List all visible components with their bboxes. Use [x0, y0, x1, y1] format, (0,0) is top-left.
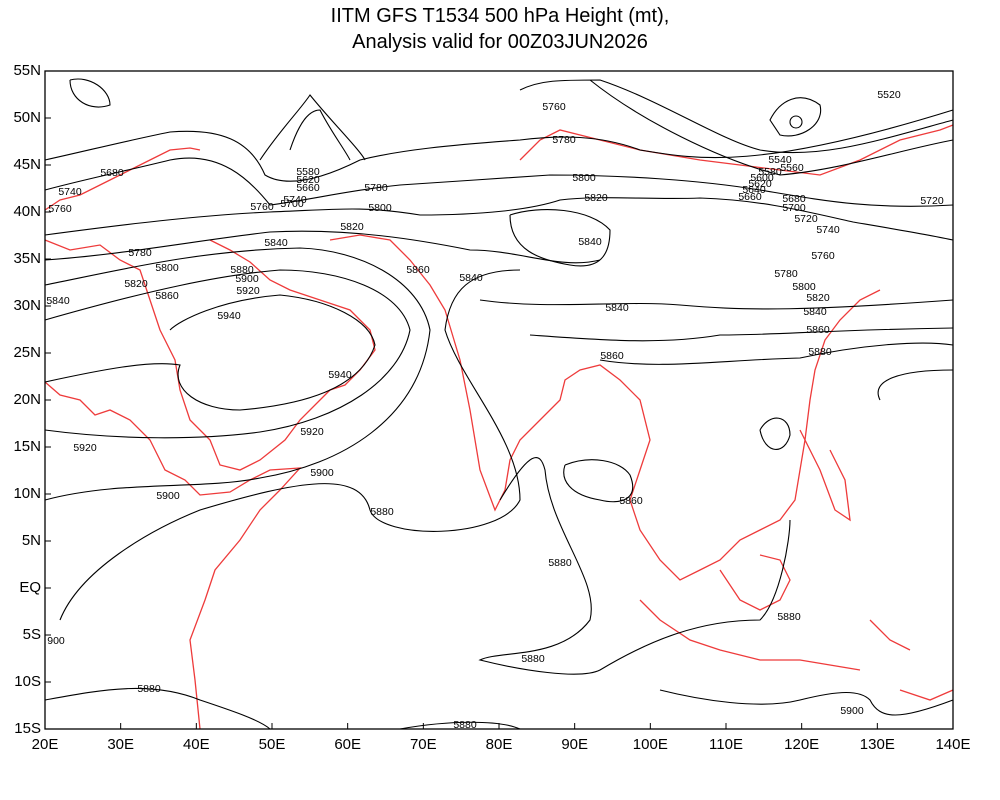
contour-label: 5660	[296, 182, 320, 194]
contour-label: 5900	[156, 490, 180, 502]
y-tick-label: 25N	[13, 344, 41, 361]
contour-label: 5800	[155, 262, 179, 274]
contour-label: 5880	[230, 264, 254, 276]
contour-label: 5740	[58, 186, 82, 198]
x-tick-label: 90E	[561, 736, 588, 753]
y-tick-label: 10N	[13, 485, 41, 502]
contour-label: 5800	[572, 172, 596, 184]
contour-label: 5540	[768, 154, 792, 166]
contour-label: 5720	[920, 195, 944, 207]
contour-label: 5860	[155, 290, 179, 302]
contour-label: 5620	[748, 178, 772, 190]
contour-label: 5940	[328, 369, 352, 381]
contour-label: 5660	[738, 191, 762, 203]
contour-label: 5640	[742, 184, 766, 196]
contour-label: 5760	[48, 203, 72, 215]
contour-label: 5880	[137, 683, 161, 695]
contour-label: 5800	[368, 202, 392, 214]
contour-label: 5940	[217, 310, 241, 322]
x-tick-label: 140E	[935, 736, 970, 753]
x-tick-label: 40E	[183, 736, 210, 753]
contour-label: 5760	[542, 101, 566, 113]
contour-label: 5860	[619, 495, 643, 507]
contour-label: 5900	[310, 467, 334, 479]
contour-label: 5820	[124, 278, 148, 290]
contour-label: 5840	[46, 295, 70, 307]
y-tick-label: EQ	[19, 579, 41, 596]
contour-label: 5680	[100, 167, 124, 179]
contour-label: 5880	[521, 653, 545, 665]
contour-label: 5920	[236, 285, 260, 297]
contour-label: 5680	[782, 193, 806, 205]
contour-label: 5520	[877, 89, 901, 101]
y-tick-label: 10S	[14, 673, 41, 690]
contour-label: 5900	[235, 273, 259, 285]
x-tick-label: 100E	[633, 736, 668, 753]
contour-label: 5740	[816, 224, 840, 236]
contours	[44, 78, 954, 730]
contour-label: 5780	[128, 247, 152, 259]
y-tick-label: 35N	[13, 250, 41, 267]
contour-label: 5900	[840, 705, 864, 717]
x-tick-label: 20E	[32, 736, 59, 753]
x-tick-label: 120E	[784, 736, 819, 753]
contour-label: 5780	[774, 268, 798, 280]
x-tick-label: 80E	[486, 736, 513, 753]
contour-label: 5860	[600, 350, 624, 362]
contour-label: 5600	[750, 172, 774, 184]
y-tick-label: 50N	[13, 109, 41, 126]
contour-label: 5880	[370, 506, 394, 518]
contour-label: 5860	[806, 324, 830, 336]
y-tick-label: 15N	[13, 438, 41, 455]
contour-label: 5860	[406, 264, 430, 276]
contour-label: 5880	[777, 611, 801, 623]
subtitle: Analysis valid for 00Z03JUN2026	[352, 31, 648, 53]
y-tick-label: 5S	[23, 626, 41, 643]
contour-label: 5880	[808, 346, 832, 358]
x-tick-label: 50E	[259, 736, 286, 753]
contour-label: 5620	[296, 174, 320, 186]
contour-label: 5700	[782, 202, 806, 214]
contour-label: 5880	[548, 557, 572, 569]
contour-label: 5820	[340, 221, 364, 233]
contour-label: 5920	[73, 442, 97, 454]
x-tick-label: 110E	[709, 736, 743, 753]
y-tick-label: 20N	[13, 391, 41, 408]
contour-label: 5820	[806, 292, 830, 304]
contour-label: 5820	[584, 192, 608, 204]
contour-label: 5840	[578, 236, 602, 248]
x-tick-label: 60E	[334, 736, 361, 753]
y-tick-label: 40N	[13, 203, 41, 220]
contour-label: 5840	[264, 237, 288, 249]
contour-label: 5580	[296, 166, 320, 178]
contour-label: 900	[47, 635, 65, 647]
contour-label: 5760	[250, 201, 274, 213]
x-tick-label: 130E	[860, 736, 895, 753]
y-tick-label: 45N	[13, 156, 41, 173]
y-tick-label: 30N	[13, 297, 41, 314]
contour-label: 5920	[300, 426, 324, 438]
contour-label: 5580	[758, 166, 782, 178]
contour-label: 5760	[811, 250, 835, 262]
contour-label: 5840	[459, 272, 483, 284]
x-tick-label: 70E	[410, 736, 437, 753]
x-tick-label: 30E	[107, 736, 134, 753]
title: IITM GFS T1534 500 hPa Height (mt),	[331, 5, 670, 27]
contour-label: 5780	[364, 182, 388, 194]
contour-label: 5880	[453, 719, 477, 731]
contour-label: 5840	[605, 302, 629, 314]
y-tick-label: 5N	[22, 532, 41, 549]
y-tick-label: 55N	[13, 62, 41, 79]
contour-label: 5840	[803, 306, 827, 318]
borders	[44, 124, 954, 730]
contour-label: 5560	[780, 162, 804, 174]
contour-label: 5800	[792, 281, 816, 293]
contour-label: 5740	[283, 194, 307, 206]
contour-label: 5780	[552, 134, 576, 146]
contour-label: 5700	[280, 198, 304, 210]
y-tick-label: 15S	[14, 720, 41, 737]
contour-label: 5720	[794, 213, 818, 225]
